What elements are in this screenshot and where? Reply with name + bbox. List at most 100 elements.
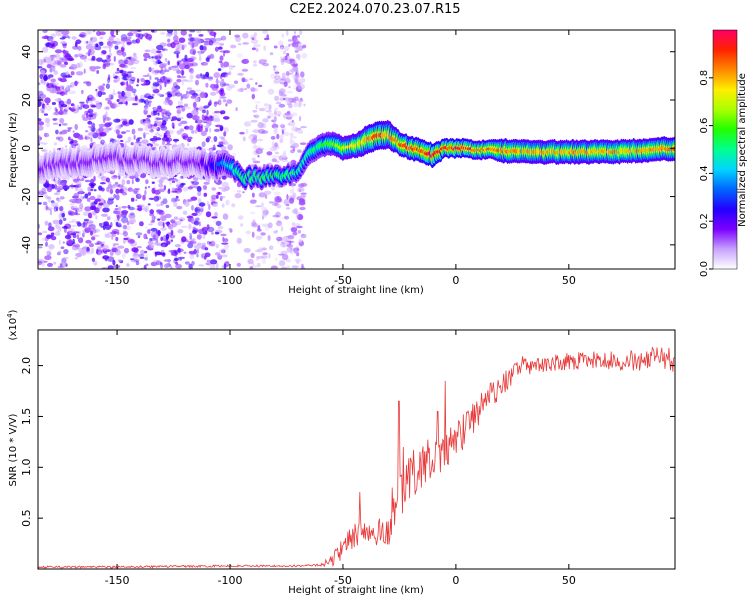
heatmap-cell bbox=[161, 50, 165, 53]
heatmap-cell bbox=[69, 203, 74, 206]
heatmap-cell bbox=[228, 228, 233, 231]
heatmap-cell bbox=[108, 41, 113, 48]
heatmap-cell bbox=[48, 55, 55, 61]
heatmap-cell bbox=[179, 76, 187, 79]
heatmap-cell bbox=[266, 151, 273, 156]
heatmap-cell bbox=[109, 102, 118, 109]
heatmap-cell bbox=[55, 223, 60, 229]
heatmap-cell bbox=[286, 194, 289, 200]
heatmap-cell bbox=[125, 85, 134, 92]
heatmap-cell bbox=[189, 30, 196, 33]
heatmap-cell bbox=[158, 178, 164, 185]
heatmap-cell bbox=[271, 123, 279, 129]
heatmap-cell bbox=[187, 41, 195, 45]
heatmap-cell bbox=[279, 138, 284, 144]
heatmap-cell bbox=[46, 36, 54, 42]
heatmap-cell bbox=[183, 103, 189, 107]
heatmap-cell bbox=[44, 236, 49, 242]
heatmap-cell bbox=[79, 251, 84, 256]
heatmap-cell bbox=[50, 232, 55, 236]
heatmap-cell bbox=[245, 58, 249, 64]
x-tick-label: 50 bbox=[562, 574, 576, 587]
heatmap-cell bbox=[172, 89, 180, 94]
heatmap-cell bbox=[200, 130, 207, 137]
heatmap-cell bbox=[84, 179, 91, 183]
heatmap-cell bbox=[85, 52, 93, 56]
heatmap-cell bbox=[222, 99, 227, 103]
heatmap-cell bbox=[53, 70, 58, 75]
heatmap-cell bbox=[128, 119, 134, 125]
heatmap-cell bbox=[206, 201, 209, 206]
heatmap-cell bbox=[121, 76, 128, 81]
heatmap-cell bbox=[237, 88, 242, 92]
heatmap-cell bbox=[167, 178, 172, 181]
heatmap-cell bbox=[86, 246, 90, 253]
heatmap-cell bbox=[61, 50, 69, 53]
heatmap-cell bbox=[213, 220, 217, 223]
heatmap-cell bbox=[219, 81, 226, 88]
heatmap-cell bbox=[153, 242, 158, 246]
heatmap-cell bbox=[283, 81, 288, 87]
heatmap-cell bbox=[156, 203, 161, 207]
heatmap-cell bbox=[133, 135, 136, 140]
heatmap-cell bbox=[90, 183, 95, 189]
heatmap-cell bbox=[53, 59, 56, 66]
heatmap-cell bbox=[150, 48, 157, 54]
heatmap-cell bbox=[252, 160, 261, 164]
heatmap-cell bbox=[189, 238, 196, 241]
heatmap-cell bbox=[296, 45, 304, 51]
heatmap-cell bbox=[52, 112, 60, 116]
heatmap-cell bbox=[173, 218, 177, 221]
heatmap-cell bbox=[254, 100, 261, 104]
heatmap-cell bbox=[151, 93, 155, 97]
heatmap-cell bbox=[54, 49, 63, 54]
heatmap-cell bbox=[88, 99, 93, 104]
heatmap-cell bbox=[289, 244, 293, 250]
colorbar-label: Normalized spectral amplitude bbox=[737, 73, 748, 227]
heatmap-cell bbox=[170, 234, 176, 239]
heatmap-cell bbox=[289, 132, 294, 138]
heatmap-cell bbox=[239, 131, 245, 135]
heatmap-cell bbox=[276, 204, 282, 209]
heatmap-cell bbox=[292, 74, 300, 81]
heatmap-cell bbox=[203, 192, 208, 197]
heatmap-cell bbox=[149, 213, 155, 217]
heatmap-cell bbox=[57, 77, 63, 81]
heatmap-cell bbox=[282, 254, 289, 261]
heatmap-cell bbox=[180, 96, 183, 101]
heatmap-cell bbox=[297, 230, 302, 234]
heatmap-cell bbox=[143, 106, 149, 112]
heatmap-cell bbox=[275, 160, 280, 163]
heatmap-cell bbox=[287, 122, 291, 126]
heatmap-cell bbox=[279, 97, 285, 102]
heatmap-cell bbox=[281, 159, 289, 163]
heatmap-cell bbox=[299, 115, 302, 122]
heatmap-cell bbox=[44, 132, 48, 137]
heatmap-cell bbox=[46, 235, 53, 238]
y-tick-label: -20 bbox=[20, 188, 33, 206]
heatmap-cell bbox=[47, 74, 54, 78]
heatmap-cell bbox=[165, 33, 172, 38]
heatmap-cell bbox=[121, 253, 126, 259]
snr-series-line bbox=[38, 346, 675, 569]
heatmap-cell bbox=[83, 218, 90, 222]
heatmap-cell bbox=[124, 225, 131, 231]
heatmap-cell bbox=[159, 262, 163, 265]
heatmap-cell bbox=[175, 195, 179, 199]
heatmap-cell bbox=[267, 222, 273, 229]
heatmap-cell bbox=[226, 99, 233, 104]
heatmap-cell bbox=[133, 59, 140, 65]
heatmap-cell bbox=[94, 198, 101, 202]
heatmap-cell bbox=[242, 136, 246, 142]
heatmap-cell bbox=[130, 142, 134, 146]
heatmap-cell bbox=[148, 36, 152, 41]
heatmap-cell bbox=[189, 67, 195, 74]
heatmap-cell bbox=[74, 40, 83, 43]
heatmap-cell bbox=[210, 83, 216, 89]
heatmap-cell bbox=[157, 221, 164, 227]
heatmap-cell bbox=[147, 203, 151, 206]
heatmap-cell bbox=[173, 35, 179, 42]
heatmap-cell bbox=[58, 102, 62, 109]
heatmap-cell bbox=[58, 110, 64, 116]
heatmap-cell bbox=[88, 215, 93, 219]
